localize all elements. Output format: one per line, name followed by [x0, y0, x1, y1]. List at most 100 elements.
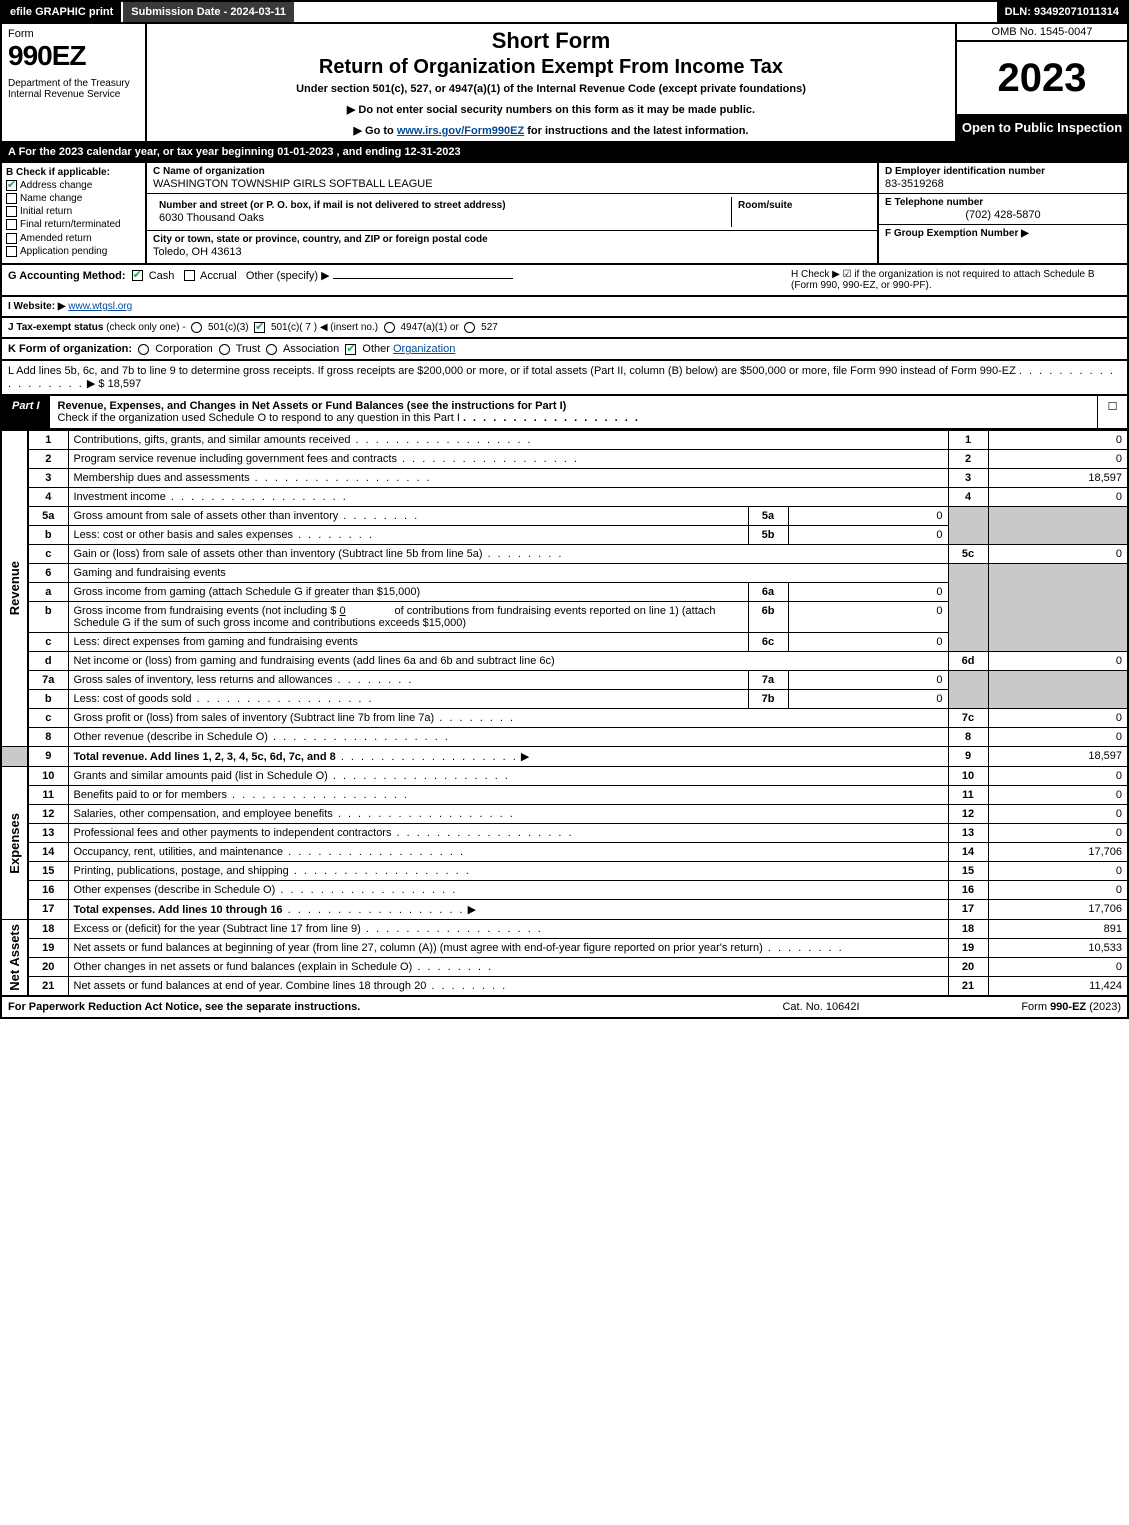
line-ref: 6d	[948, 651, 988, 670]
chk-application-pending[interactable]: Application pending	[6, 246, 141, 257]
chk-label: Application pending	[20, 246, 107, 257]
line-ref: 21	[948, 976, 988, 996]
line-ref: 16	[948, 880, 988, 899]
topbar-spacer	[294, 2, 997, 22]
section-b-c-d-e-f: B Check if applicable: Address change Na…	[0, 163, 1129, 265]
line-amount: 0	[988, 651, 1128, 670]
note-goto: ▶ Go to www.irs.gov/Form990EZ for instru…	[155, 124, 947, 137]
line-ref: 17	[948, 899, 988, 919]
line-ref: 5c	[948, 544, 988, 563]
line-num: 16	[28, 880, 68, 899]
footer-left: For Paperwork Reduction Act Notice, see …	[8, 1001, 721, 1013]
l-value: 18,597	[108, 378, 142, 390]
line-num: 4	[28, 487, 68, 506]
row-i: I Website: ▶ www.wtgsl.org	[0, 297, 1129, 318]
line-num: b	[28, 601, 68, 632]
radio-trust[interactable]	[219, 344, 230, 355]
chk-label: Address change	[20, 180, 92, 191]
header-right: OMB No. 1545-0047 2023 Open to Public In…	[957, 24, 1127, 141]
checkbox-icon	[6, 180, 17, 191]
cash-label: Cash	[149, 270, 175, 282]
opt-label: 527	[481, 322, 498, 333]
chk-amended-return[interactable]: Amended return	[6, 233, 141, 244]
grey-cell	[948, 506, 988, 544]
line-amount: 0	[988, 880, 1128, 899]
sub-line-val: 0	[788, 525, 948, 544]
form-header: Form 990EZ Department of the Treasury In…	[0, 24, 1129, 143]
ein-label: D Employer identification number	[885, 166, 1121, 177]
organization-link[interactable]: Organization	[393, 343, 455, 355]
radio-4947[interactable]	[384, 322, 395, 333]
revenue-side-label: Revenue	[1, 430, 28, 746]
chk-address-change[interactable]: Address change	[6, 180, 141, 191]
line-ref: 1	[948, 430, 988, 449]
city-value: Toledo, OH 43613	[153, 246, 871, 258]
line-desc: Gross income from fundraising events (no…	[68, 601, 748, 632]
row-l: L Add lines 5b, 6c, and 7b to line 9 to …	[0, 361, 1129, 396]
efile-button[interactable]: efile GRAPHIC print	[2, 2, 123, 22]
radio-corp[interactable]	[138, 344, 149, 355]
line-desc: Less: direct expenses from gaming and fu…	[68, 632, 748, 651]
part-1-title: Revenue, Expenses, and Changes in Net As…	[50, 396, 1097, 428]
line-amount: 891	[988, 919, 1128, 938]
line-desc: Salaries, other compensation, and employ…	[68, 804, 948, 823]
line-ref: 8	[948, 727, 988, 746]
sub-line-val: 0	[788, 632, 948, 651]
line-desc: Gross income from gaming (attach Schedul…	[68, 582, 748, 601]
line-num: 8	[28, 727, 68, 746]
line-num: 13	[28, 823, 68, 842]
line-ref: 14	[948, 842, 988, 861]
radio-501c3[interactable]	[191, 322, 202, 333]
part-1-checkbox[interactable]: ☐	[1097, 396, 1127, 428]
website-link[interactable]: www.wtgsl.org	[68, 301, 132, 312]
line-amount: 0	[988, 449, 1128, 468]
j-hint: (check only one) -	[106, 322, 185, 333]
checkbox-icon	[6, 233, 17, 244]
line-num: b	[28, 689, 68, 708]
chk-initial-return[interactable]: Initial return	[6, 206, 141, 217]
line-num: 12	[28, 804, 68, 823]
line-amount: 10,533	[988, 938, 1128, 957]
main-title: Return of Organization Exempt From Incom…	[155, 56, 947, 79]
line-num: 7a	[28, 670, 68, 689]
section-f: F Group Exemption Number ▶	[879, 225, 1127, 242]
line-amount: 0	[988, 823, 1128, 842]
row-h: H Check ▶ ☑ if the organization is not r…	[791, 269, 1121, 291]
line-desc: Net assets or fund balances at end of ye…	[68, 976, 948, 996]
note2-post: for instructions and the latest informat…	[524, 125, 748, 137]
line-num: 18	[28, 919, 68, 938]
line-num: 19	[28, 938, 68, 957]
radio-assoc[interactable]	[266, 344, 277, 355]
line-desc: Gross amount from sale of assets other t…	[68, 506, 748, 525]
sub-line-num: 5b	[748, 525, 788, 544]
radio-other[interactable]	[345, 344, 356, 355]
line-amount: 17,706	[988, 842, 1128, 861]
top-bar: efile GRAPHIC print Submission Date - 20…	[0, 0, 1129, 24]
group-exemption-label: F Group Exemption Number ▶	[885, 228, 1121, 239]
line-amount: 11,424	[988, 976, 1128, 996]
submission-date-button[interactable]: Submission Date - 2024-03-11	[123, 2, 294, 22]
irs-link[interactable]: www.irs.gov/Form990EZ	[397, 125, 524, 137]
line-ref: 9	[948, 746, 988, 766]
accrual-checkbox-icon[interactable]	[184, 270, 195, 281]
line-num: c	[28, 708, 68, 727]
part-1-table: Revenue 1 Contributions, gifts, grants, …	[0, 430, 1129, 997]
section-e: E Telephone number (702) 428-5870	[879, 194, 1127, 225]
line-ref: 20	[948, 957, 988, 976]
chk-final-return[interactable]: Final return/terminated	[6, 219, 141, 230]
line-desc: Printing, publications, postage, and shi…	[68, 861, 948, 880]
note2-pre: ▶ Go to	[354, 125, 397, 137]
header-left: Form 990EZ Department of the Treasury In…	[2, 24, 147, 141]
cash-checkbox-icon[interactable]	[132, 270, 143, 281]
chk-name-change[interactable]: Name change	[6, 193, 141, 204]
sub-line-val: 0	[788, 689, 948, 708]
line-num: d	[28, 651, 68, 670]
line-amount: 0	[988, 766, 1128, 785]
radio-527[interactable]	[464, 322, 475, 333]
side-spacer	[1, 746, 28, 766]
radio-501c[interactable]	[254, 322, 265, 333]
line-desc: Gross sales of inventory, less returns a…	[68, 670, 748, 689]
note-ssn: ▶ Do not enter social security numbers o…	[155, 103, 947, 116]
sub-line-num: 7a	[748, 670, 788, 689]
line-ref: 10	[948, 766, 988, 785]
